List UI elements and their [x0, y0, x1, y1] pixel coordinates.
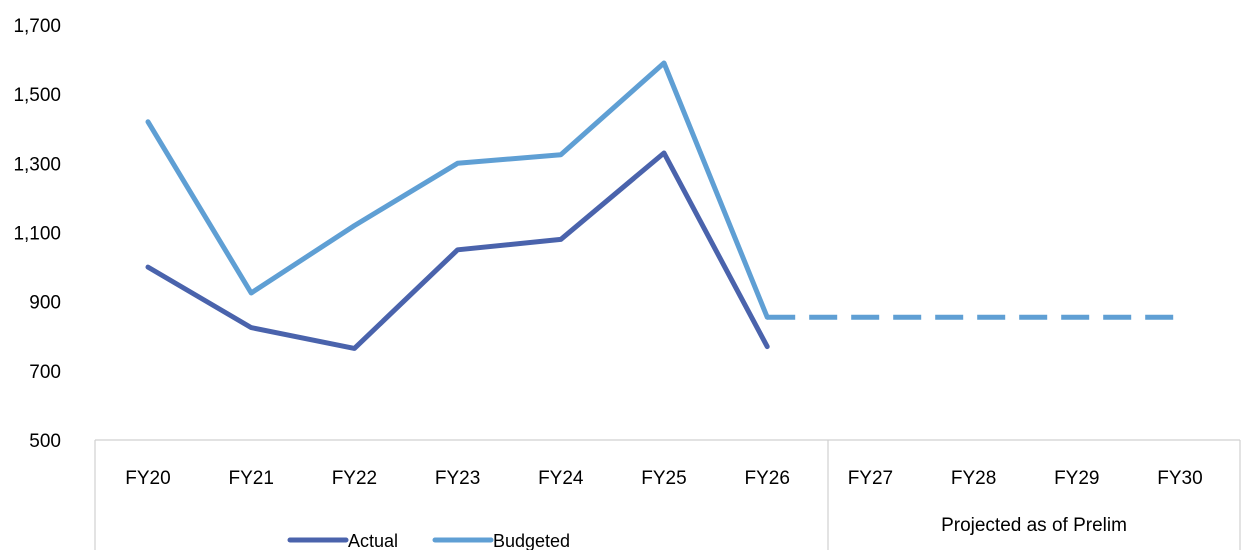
x-tick-label: FY25 — [641, 468, 686, 489]
series-line-actual — [145, 150, 770, 351]
y-tick-label: 1,100 — [13, 224, 61, 245]
y-tick-label: 1,700 — [13, 16, 61, 37]
y-tick-label: 1,300 — [13, 154, 61, 175]
x-tick-label: FY27 — [848, 468, 893, 489]
x-tick-label: FY29 — [1054, 468, 1099, 489]
x-tick-label: FY23 — [435, 468, 480, 489]
x-tick-label: FY26 — [744, 468, 789, 489]
x-tick-label: FY24 — [538, 468, 584, 489]
series-lines — [145, 60, 1180, 351]
category-axis — [94, 439, 1241, 550]
x-tick-label: FY28 — [951, 468, 996, 489]
series-line-budgeted — [145, 60, 770, 320]
y-tick-label: 700 — [29, 362, 61, 383]
y-tick-label: 500 — [29, 431, 61, 452]
legend-label-actual: Actual — [348, 531, 398, 550]
legend-label-budgeted: Budgeted — [493, 531, 570, 550]
x-tick-label: FY21 — [228, 468, 273, 489]
y-tick-label: 1,500 — [13, 85, 61, 106]
category-labels: FY20 FY21 FY22 FY23 FY24 FY25 FY26 FY27 FY28 FY29… — [125, 468, 1202, 489]
x-tick-label: FY20 — [125, 468, 170, 489]
y-axis-labels: 500 700 900 1,100 1,300 1,500 1,700 — [13, 16, 61, 452]
category-group-label: Projected as of Prelim — [941, 515, 1127, 536]
y-tick-label: 900 — [29, 293, 61, 314]
x-tick-label: FY22 — [332, 468, 377, 489]
legend: Actual Budgeted — [287, 531, 570, 550]
x-tick-label: FY30 — [1157, 468, 1202, 489]
